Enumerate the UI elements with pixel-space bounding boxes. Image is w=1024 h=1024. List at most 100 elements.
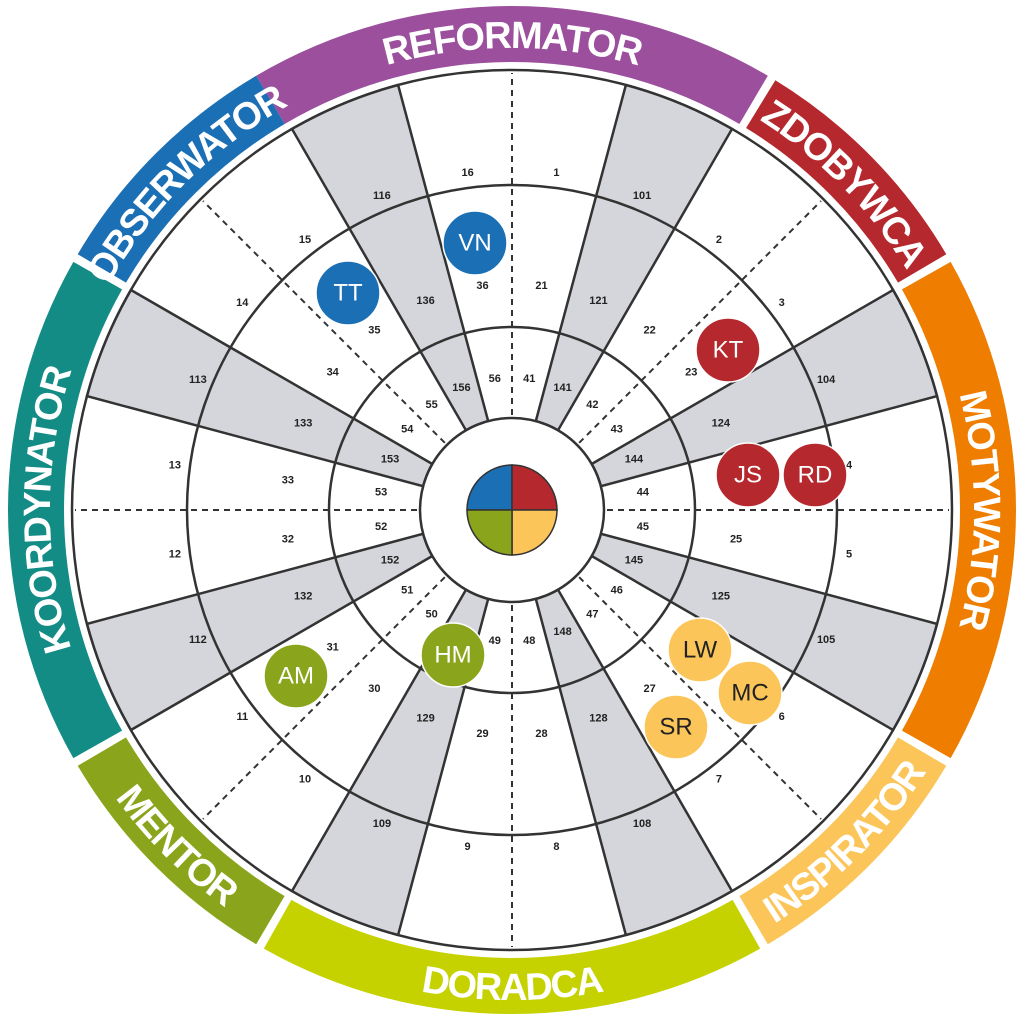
person-initials: AM bbox=[278, 663, 314, 690]
position-number: 128 bbox=[589, 713, 607, 725]
person-marker bbox=[263, 643, 329, 709]
ring-circle bbox=[185, 183, 839, 837]
position-number: 133 bbox=[294, 417, 312, 429]
position-number: 45 bbox=[637, 521, 649, 533]
position-number: 35 bbox=[368, 325, 380, 337]
person-marker bbox=[717, 660, 783, 726]
divider bbox=[202, 576, 446, 820]
position-number: 124 bbox=[712, 417, 731, 429]
position-number: 9 bbox=[465, 841, 471, 853]
person-initials: RD bbox=[798, 462, 833, 489]
position-number: 50 bbox=[426, 609, 438, 621]
position-number: 32 bbox=[282, 533, 294, 545]
position-number: 12 bbox=[169, 548, 181, 560]
position-number: 153 bbox=[381, 453, 399, 465]
position-number: 2 bbox=[716, 234, 722, 246]
position-number: 148 bbox=[553, 626, 571, 638]
position-number: 156 bbox=[452, 382, 470, 394]
role-band bbox=[739, 737, 947, 945]
position-number: 22 bbox=[643, 325, 655, 337]
position-number: 52 bbox=[375, 521, 387, 533]
position-number: 16 bbox=[461, 167, 473, 179]
position-number: 46 bbox=[611, 584, 623, 596]
person-marker bbox=[667, 617, 733, 683]
position-number: 10 bbox=[299, 774, 311, 786]
position-number: 31 bbox=[327, 641, 339, 653]
person-initials: MC bbox=[731, 680, 768, 707]
person-marker bbox=[442, 210, 508, 276]
divider bbox=[578, 576, 822, 820]
role-label: DORADCA bbox=[419, 959, 606, 1009]
position-number: 51 bbox=[401, 584, 413, 596]
position-number: 145 bbox=[625, 554, 643, 566]
person-initials: SR bbox=[659, 714, 692, 741]
position-number: 104 bbox=[817, 374, 836, 386]
position-number: 109 bbox=[373, 818, 391, 830]
position-number: 44 bbox=[637, 487, 650, 499]
role-band bbox=[77, 75, 285, 283]
position-number: 15 bbox=[299, 234, 311, 246]
position-number: 55 bbox=[426, 399, 438, 411]
position-number: 29 bbox=[476, 728, 488, 740]
position-number: 144 bbox=[625, 453, 644, 465]
position-number: 54 bbox=[401, 424, 414, 436]
position-number: 42 bbox=[586, 399, 598, 411]
person-initials: KT bbox=[713, 337, 744, 364]
position-number: 116 bbox=[373, 190, 391, 202]
person-initials: LW bbox=[683, 637, 718, 664]
center-quadrant bbox=[511, 464, 558, 511]
role-band bbox=[901, 261, 1016, 759]
person-marker bbox=[715, 442, 781, 508]
position-number: 7 bbox=[716, 774, 722, 786]
center-quadrant bbox=[511, 509, 558, 556]
position-number: 27 bbox=[643, 683, 655, 695]
position-number: 1 bbox=[553, 167, 559, 179]
position-number: 136 bbox=[416, 295, 434, 307]
position-number: 25 bbox=[730, 533, 742, 545]
position-number: 6 bbox=[779, 711, 785, 723]
position-number: 23 bbox=[685, 366, 697, 378]
center-quadrant bbox=[466, 464, 513, 511]
position-number: 28 bbox=[535, 728, 547, 740]
person-marker bbox=[420, 622, 486, 688]
divider bbox=[578, 200, 822, 444]
position-number: 13 bbox=[169, 460, 181, 472]
person-marker bbox=[695, 317, 761, 383]
center-quadrant bbox=[466, 509, 513, 556]
position-number: 56 bbox=[489, 373, 501, 385]
position-number: 36 bbox=[476, 280, 488, 292]
position-number: 53 bbox=[375, 487, 387, 499]
position-number: 129 bbox=[416, 713, 434, 725]
role-label-text: MOTYWATOR bbox=[950, 387, 1008, 635]
person-marker bbox=[782, 442, 848, 508]
position-number: 152 bbox=[381, 554, 399, 566]
divider bbox=[202, 200, 446, 444]
position-number: 41 bbox=[523, 373, 535, 385]
position-number: 108 bbox=[633, 818, 651, 830]
person-initials: TT bbox=[333, 280, 363, 307]
position-number: 141 bbox=[553, 382, 571, 394]
position-number: 105 bbox=[817, 634, 835, 646]
position-number: 8 bbox=[553, 841, 559, 853]
position-number: 33 bbox=[282, 474, 294, 486]
role-band bbox=[263, 899, 761, 1014]
position-number: 112 bbox=[189, 634, 207, 646]
person-marker bbox=[315, 260, 381, 326]
role-band bbox=[8, 261, 123, 759]
position-number: 3 bbox=[779, 297, 785, 309]
position-number: 11 bbox=[236, 711, 248, 723]
person-initials: JS bbox=[734, 462, 762, 489]
position-number: 101 bbox=[633, 190, 651, 202]
position-number: 125 bbox=[712, 590, 730, 602]
position-number: 5 bbox=[846, 548, 852, 560]
role-band bbox=[746, 80, 947, 283]
position-number: 43 bbox=[611, 424, 623, 436]
position-number: 21 bbox=[535, 280, 547, 292]
role-band bbox=[256, 6, 768, 124]
position-number: 49 bbox=[489, 635, 501, 647]
role-label: MOTYWATOR bbox=[950, 387, 1007, 635]
position-number: 34 bbox=[327, 366, 340, 378]
position-number: 47 bbox=[586, 609, 598, 621]
